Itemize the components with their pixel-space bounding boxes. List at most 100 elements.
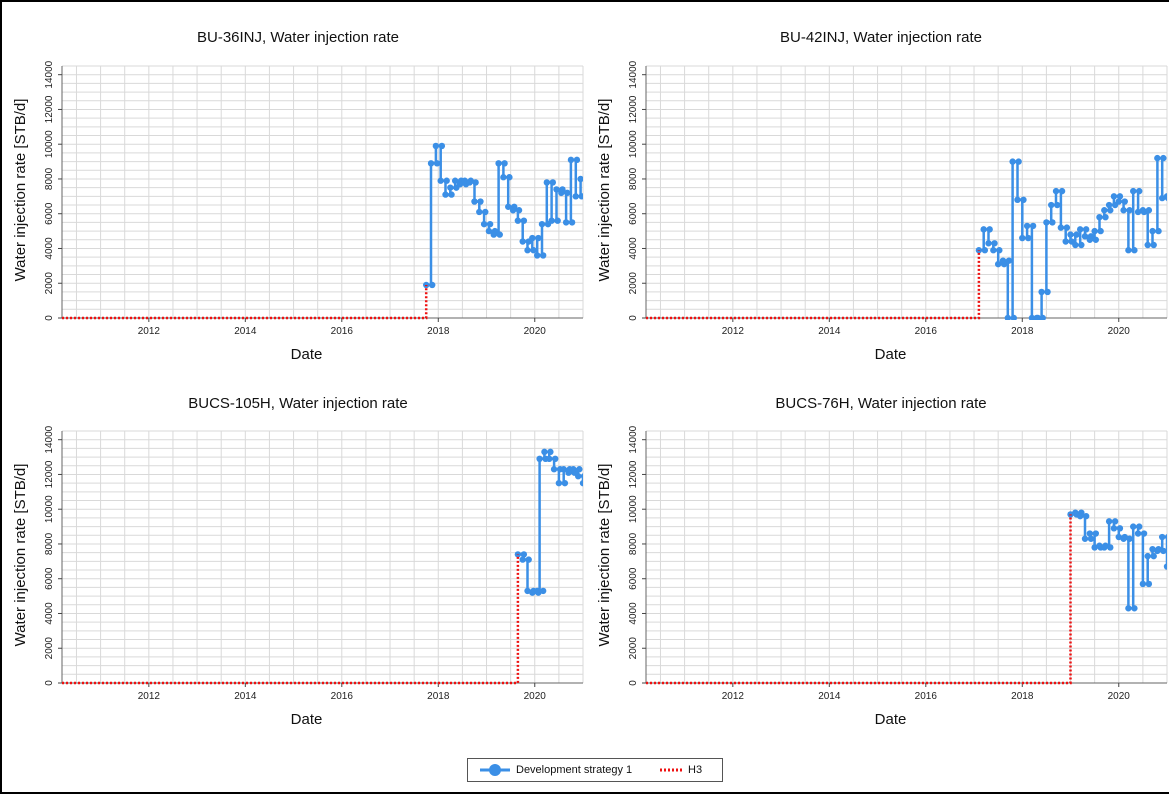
data-point — [477, 198, 484, 205]
data-point — [1149, 227, 1156, 235]
data-point — [1054, 201, 1061, 209]
data-point — [1038, 288, 1045, 296]
data-point — [1102, 214, 1109, 221]
data-point — [1134, 530, 1142, 537]
data-point — [506, 174, 513, 181]
data-point — [480, 220, 488, 228]
x-tick-label: 2014 — [234, 691, 257, 702]
data-point — [580, 473, 583, 480]
series-line-h3 — [62, 285, 428, 320]
data-point — [1087, 535, 1095, 542]
data-point — [1149, 545, 1156, 553]
data-point — [1130, 187, 1137, 195]
y-tick-label: 2000 — [44, 637, 55, 660]
data-point — [1116, 525, 1124, 532]
data-point — [1014, 196, 1021, 204]
y-tick-label: 6000 — [44, 202, 55, 225]
data-point — [579, 479, 583, 487]
data-point — [501, 160, 508, 167]
series-line-h3 — [646, 250, 981, 320]
x-axis-label: Date — [291, 346, 323, 363]
series-line-h3 — [646, 514, 1072, 685]
x-tick-label: 2016 — [331, 691, 354, 702]
data-point — [986, 226, 993, 233]
x-tick-label: 2016 — [915, 326, 938, 337]
legend-entry-series2: H3 — [658, 759, 702, 781]
data-point — [1091, 227, 1098, 235]
data-point — [561, 479, 569, 487]
data-point — [578, 193, 583, 200]
x-tick-label: 2012 — [138, 326, 161, 337]
data-point — [574, 472, 582, 480]
data-point — [1092, 236, 1100, 243]
data-point — [1010, 314, 1018, 320]
data-point — [562, 219, 570, 226]
x-tick-label: 2016 — [915, 691, 938, 702]
data-point — [1091, 544, 1098, 551]
data-point — [1110, 525, 1118, 532]
data-point — [1121, 198, 1128, 205]
data-point — [981, 247, 989, 254]
y-tick-label: 10000 — [628, 130, 639, 158]
data-point — [1049, 219, 1056, 226]
chart-panel-3: 0 2000 4000 6000 8000 10000 12000 14000 2012 2014… — [596, 395, 1168, 728]
data-point — [429, 281, 436, 289]
data-point — [1101, 544, 1108, 551]
data-point — [1019, 234, 1026, 242]
y-tick-label: 4000 — [628, 602, 639, 625]
y-axis-label: Water injection rate [STB/d] — [12, 464, 29, 647]
data-point — [1092, 530, 1100, 537]
data-point — [541, 448, 548, 456]
data-point — [1052, 187, 1060, 195]
data-point — [472, 179, 479, 186]
x-axis-label: Date — [875, 711, 907, 728]
data-point — [520, 551, 528, 558]
data-point — [1081, 535, 1089, 542]
x-tick-label: 2014 — [818, 326, 841, 337]
data-point — [476, 208, 483, 216]
y-tick-label: 14000 — [628, 60, 639, 88]
chart-panel-0: 0 2000 4000 6000 8000 10000 12000 14000 2012 2014… — [12, 29, 589, 363]
data-point — [1136, 523, 1143, 530]
y-tick-label: 10000 — [44, 130, 55, 158]
data-point — [1134, 208, 1142, 216]
data-point — [1158, 533, 1166, 541]
data-point — [1005, 257, 1013, 264]
series-line-development-strategy-1 — [426, 144, 583, 287]
data-point — [486, 220, 494, 228]
data-point — [1139, 580, 1147, 588]
data-point — [442, 191, 449, 198]
data-point — [1081, 233, 1089, 240]
data-point — [1009, 158, 1016, 165]
data-point — [1136, 187, 1143, 195]
data-point — [471, 198, 478, 205]
data-point — [583, 176, 589, 182]
data-point — [1139, 207, 1147, 214]
data-point — [1125, 247, 1132, 254]
data-point — [1105, 518, 1113, 525]
data-point — [1130, 523, 1137, 530]
y-axis-label: Water injection rate [STB/d] — [596, 99, 613, 282]
y-tick-label: 6000 — [628, 202, 639, 225]
x-tick-label: 2020 — [1108, 326, 1131, 337]
data-point — [1154, 154, 1161, 162]
data-point — [1058, 187, 1066, 195]
data-point — [1076, 512, 1084, 520]
data-point — [994, 260, 1002, 268]
data-point — [1039, 314, 1046, 320]
y-tick-label: 8000 — [44, 532, 55, 555]
series-line-development-strategy-1 — [978, 156, 1167, 320]
data-point — [456, 180, 464, 188]
data-point — [447, 184, 454, 191]
data-point — [543, 179, 551, 186]
data-point — [570, 466, 577, 473]
data-point — [495, 160, 502, 167]
data-point — [1029, 222, 1037, 230]
data-point — [437, 177, 444, 184]
data-point — [1107, 544, 1114, 551]
data-point — [1145, 207, 1153, 214]
data-point — [1144, 552, 1151, 560]
data-point — [1063, 224, 1071, 231]
data-point — [1120, 535, 1127, 542]
